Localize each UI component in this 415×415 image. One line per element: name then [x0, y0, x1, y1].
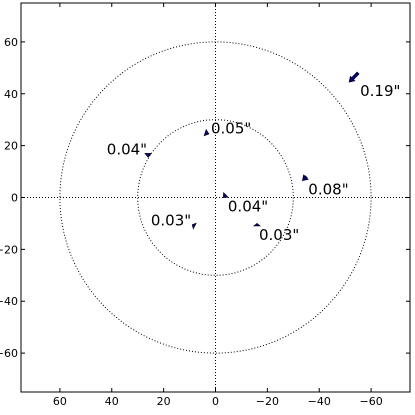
- data-label: 0.03": [151, 212, 191, 230]
- x-tick-label: 40: [105, 395, 119, 408]
- reference-circle-0: [137, 119, 294, 276]
- data-label: 0.19": [360, 82, 400, 100]
- y-tick-label: −60: [0, 347, 18, 360]
- data-arrow: [203, 128, 210, 137]
- axis-ticks: 60 40 20 0 −20 −40 −60 60 40 20 0 −20 −40 −60: [0, 3, 410, 408]
- y-tick-label: 40: [4, 88, 18, 101]
- data-labels: 0.19" 0.05" 0.04" 0.08" 0.04" 0.03" 0.03": [107, 82, 401, 244]
- y-tick-label: −20: [0, 243, 18, 256]
- data-label: 0.08": [308, 181, 348, 199]
- data-arrows: [144, 71, 360, 230]
- x-tick-label: 20: [157, 395, 171, 408]
- data-label: 0.04": [107, 140, 147, 158]
- data-label: 0.04": [228, 198, 268, 216]
- y-tick-label: 60: [4, 36, 18, 49]
- data-arrow: [191, 222, 197, 230]
- data-arrow: [144, 153, 152, 158]
- y-tick-label: −40: [0, 295, 18, 308]
- reference-guides: [21, 3, 410, 392]
- y-tick-label: 20: [4, 140, 18, 153]
- data-arrow: [302, 174, 309, 181]
- data-label: 0.03": [259, 226, 299, 244]
- data-arrow: [252, 223, 262, 227]
- x-tick-label: 0: [212, 395, 219, 408]
- data-arrow: [222, 191, 229, 198]
- x-tick-label: −40: [308, 395, 331, 408]
- x-tick-label: 60: [53, 395, 67, 408]
- data-arrow: [348, 71, 360, 83]
- x-tick-label: −60: [359, 395, 382, 408]
- reference-circle-1: [59, 41, 372, 354]
- data-label: 0.05": [211, 120, 251, 138]
- x-tick-label: −20: [256, 395, 279, 408]
- y-tick-label: 0: [11, 192, 18, 205]
